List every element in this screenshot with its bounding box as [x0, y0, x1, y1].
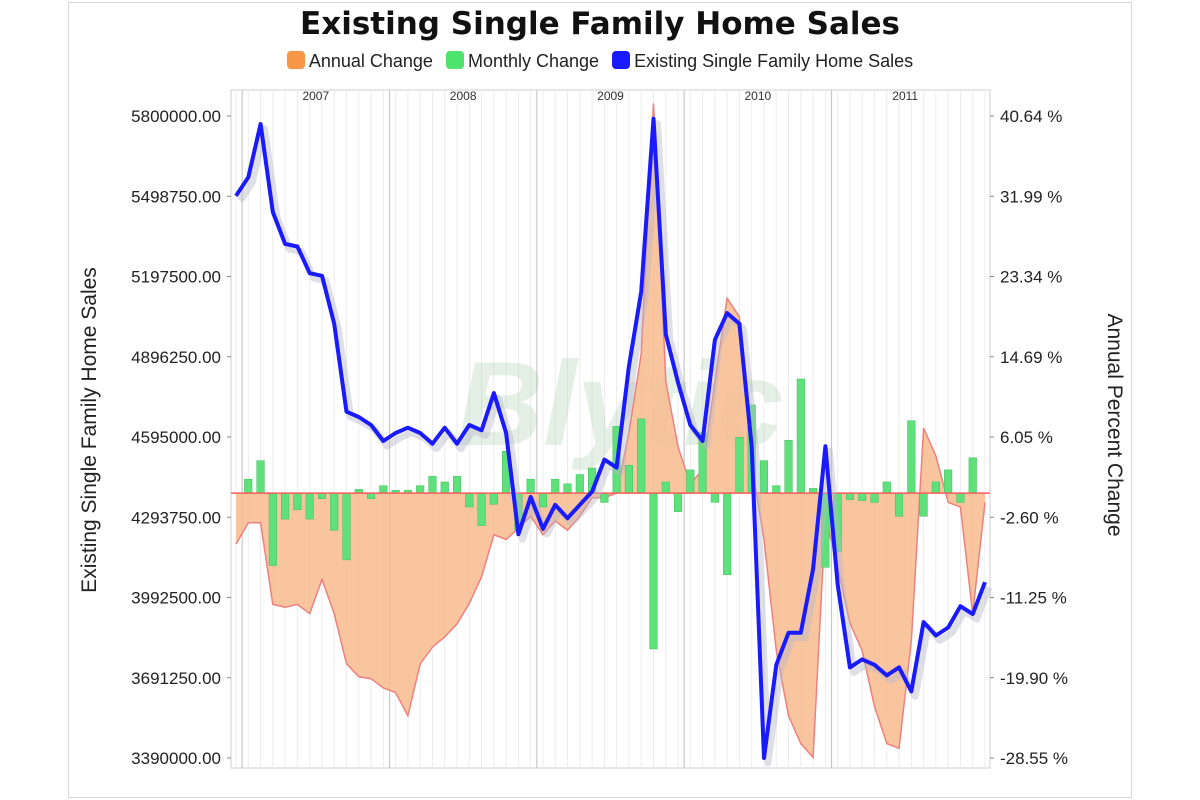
monthly-change-bar — [367, 492, 376, 499]
monthly-change-bar — [600, 492, 609, 503]
monthly-change-bar — [710, 492, 719, 503]
monthly-change-bar — [894, 492, 904, 517]
monthly-change-bar — [465, 492, 474, 508]
legend-swatch-monthly-change — [445, 51, 464, 70]
right-tick-label: 23.34 % — [1000, 268, 1062, 287]
left-tick-label: 4896250.00 — [131, 348, 221, 367]
monthly-change-bar — [293, 492, 302, 511]
monthly-change-bar — [624, 465, 633, 494]
monthly-change-bar — [637, 418, 646, 494]
monthly-change-bar — [317, 492, 327, 499]
legend-item-annual-change[interactable]: Annual Change — [286, 50, 433, 72]
year-label: 2008 — [450, 89, 477, 103]
monthly-change-bar — [919, 492, 928, 517]
monthly-change-bar — [845, 492, 854, 500]
monthly-change-bar — [858, 492, 867, 501]
legend-label-annual-change: Annual Change — [308, 51, 433, 72]
monthly-change-bar — [759, 460, 769, 494]
right-tick-label: -2.60 % — [1000, 508, 1059, 527]
left-tick-label: 3691250.00 — [131, 669, 221, 688]
monthly-change-bar — [452, 476, 462, 494]
monthly-change-bar — [686, 469, 695, 494]
monthly-change-bar — [796, 378, 805, 494]
left-tick-label: 3992500.00 — [131, 589, 221, 608]
monthly-change-bar — [956, 492, 965, 503]
home-sales-line — [234, 116, 987, 760]
left-tick-label: 4595000.00 — [131, 428, 221, 447]
monthly-change-bar — [784, 439, 793, 494]
monthly-change-bar — [342, 492, 351, 561]
monthly-change-bar — [882, 481, 891, 494]
annual-change-area — [236, 103, 985, 758]
right-tick-label: -28.55 % — [1000, 749, 1068, 768]
right-tick-label: 14.69 % — [1000, 348, 1062, 367]
right-tick-label: -11.25 % — [1000, 589, 1067, 608]
year-label: 2011 — [892, 89, 918, 103]
monthly-change-bar — [416, 485, 425, 494]
monthly-change-bar — [551, 478, 560, 494]
monthly-change-bar — [870, 492, 879, 503]
monthly-change-bar — [379, 485, 388, 494]
monthly-change-bar — [649, 492, 658, 650]
monthly-change-bar — [772, 485, 781, 494]
left-tick-label: 5498750.00 — [131, 187, 221, 206]
legend-label-monthly-change: Monthly Change — [467, 51, 600, 72]
legend-item-home-sales[interactable]: Existing Single Family Home Sales — [612, 50, 913, 72]
legend: Annual Change Monthly Change Existing Si… — [0, 50, 1200, 72]
monthly-change-bar — [440, 481, 449, 494]
monthly-change-bar — [256, 460, 265, 494]
year-label: 2010 — [744, 89, 771, 103]
right-axis-title: Annual Percent Change — [1103, 314, 1126, 537]
legend-item-monthly-change[interactable]: Monthly Change — [445, 50, 600, 72]
monthly-change-bar — [244, 478, 253, 494]
right-tick-label: 31.99 % — [1000, 187, 1062, 206]
right-tick-label: -19.90 % — [1000, 669, 1068, 688]
right-tick-label: 6.05 % — [1000, 428, 1053, 447]
monthly-change-bar — [907, 420, 916, 494]
monthly-change-bar — [489, 492, 498, 505]
monthly-change-bar — [575, 474, 584, 494]
right-tick-label: 40.64 % — [1000, 107, 1062, 126]
left-tick-label: 5800000.00 — [131, 107, 221, 126]
monthly-change-bar — [281, 492, 290, 520]
legend-swatch-home-sales — [612, 51, 631, 70]
monthly-change-bar — [673, 492, 683, 512]
monthly-change-bar — [723, 492, 732, 575]
monthly-change-bar — [661, 481, 670, 494]
monthly-change-bar — [968, 457, 977, 494]
annual-change-line — [235, 103, 986, 760]
monthly-change-bar — [735, 437, 744, 494]
monthly-change-bar — [931, 481, 940, 494]
monthly-change-bar — [477, 492, 486, 526]
left-tick-label: 3390000.00 — [131, 749, 221, 768]
left-axis-title: Existing Single Family Home Sales — [78, 267, 101, 593]
monthly-change-bar — [944, 469, 953, 494]
monthly-change-bar — [526, 478, 535, 494]
monthly-change-bar — [428, 476, 437, 494]
left-tick-label: 5197500.00 — [131, 268, 221, 287]
monthly-change-bar — [305, 492, 314, 520]
chart-title: Existing Single Family Home Sales — [300, 6, 900, 42]
monthly-change-bar — [538, 492, 548, 508]
year-label: 2009 — [597, 89, 624, 103]
legend-swatch-annual-change — [286, 51, 305, 70]
year-label: 2007 — [302, 89, 329, 103]
left-tick-label: 4293750.00 — [131, 508, 221, 527]
legend-label-home-sales: Existing Single Family Home Sales — [634, 51, 914, 72]
monthly-change-bar — [268, 492, 277, 566]
monthly-change-bar — [563, 483, 572, 494]
monthly-change-bar — [330, 492, 339, 531]
